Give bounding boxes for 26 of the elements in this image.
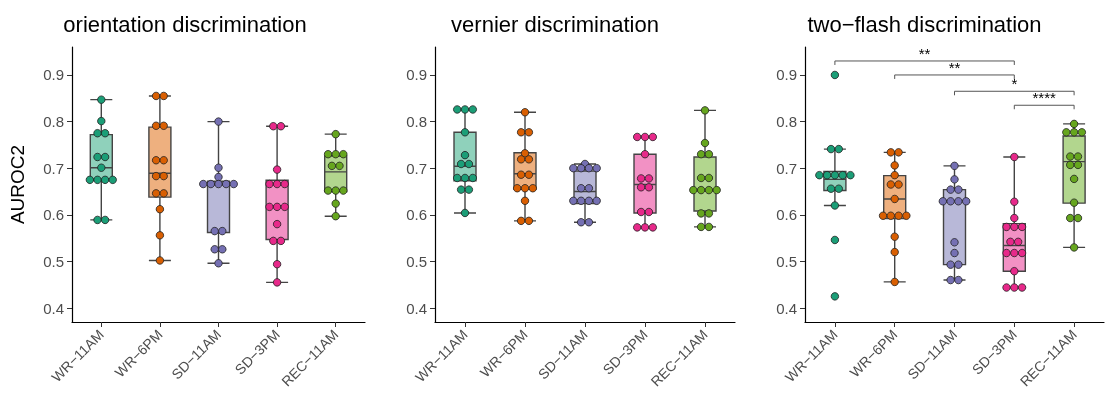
y-tick-label: 0.6 (776, 206, 797, 224)
annotation: ** (918, 44, 931, 62)
annotation: * (1011, 75, 1018, 93)
y-tick-label: 0.8 (776, 113, 797, 131)
y-tick-label: 0.6 (406, 206, 427, 224)
y-tick-label: 0.4 (406, 299, 427, 317)
y-tick-label: 0.5 (406, 252, 427, 270)
y-tick-label: 0.4 (776, 299, 797, 317)
annotation: **** (1032, 89, 1057, 107)
y-tick-label: 0.9 (406, 66, 427, 84)
y-axis-title: AUROC2 (7, 144, 28, 225)
chart-title: orientation discrimination (63, 11, 307, 37)
y-tick-label: 0.6 (43, 206, 64, 224)
y-tick-label: 0.5 (776, 252, 797, 270)
y-tick-label: 0.7 (43, 159, 64, 177)
y-tick-label: 0.7 (776, 159, 797, 177)
y-tick-label: 0.7 (406, 159, 427, 177)
y-tick-label: 0.8 (43, 113, 64, 131)
y-tick-label: 0.9 (43, 66, 64, 84)
annotation: ** (948, 58, 961, 76)
y-tick-label: 0.9 (776, 66, 797, 84)
y-tick-label: 0.5 (43, 252, 64, 270)
chart-title: vernier discrimination (451, 11, 659, 37)
y-tick-label: 0.8 (406, 113, 427, 131)
chart-title: two−flash discrimination (807, 11, 1042, 37)
y-tick-label: 0.4 (43, 299, 64, 317)
